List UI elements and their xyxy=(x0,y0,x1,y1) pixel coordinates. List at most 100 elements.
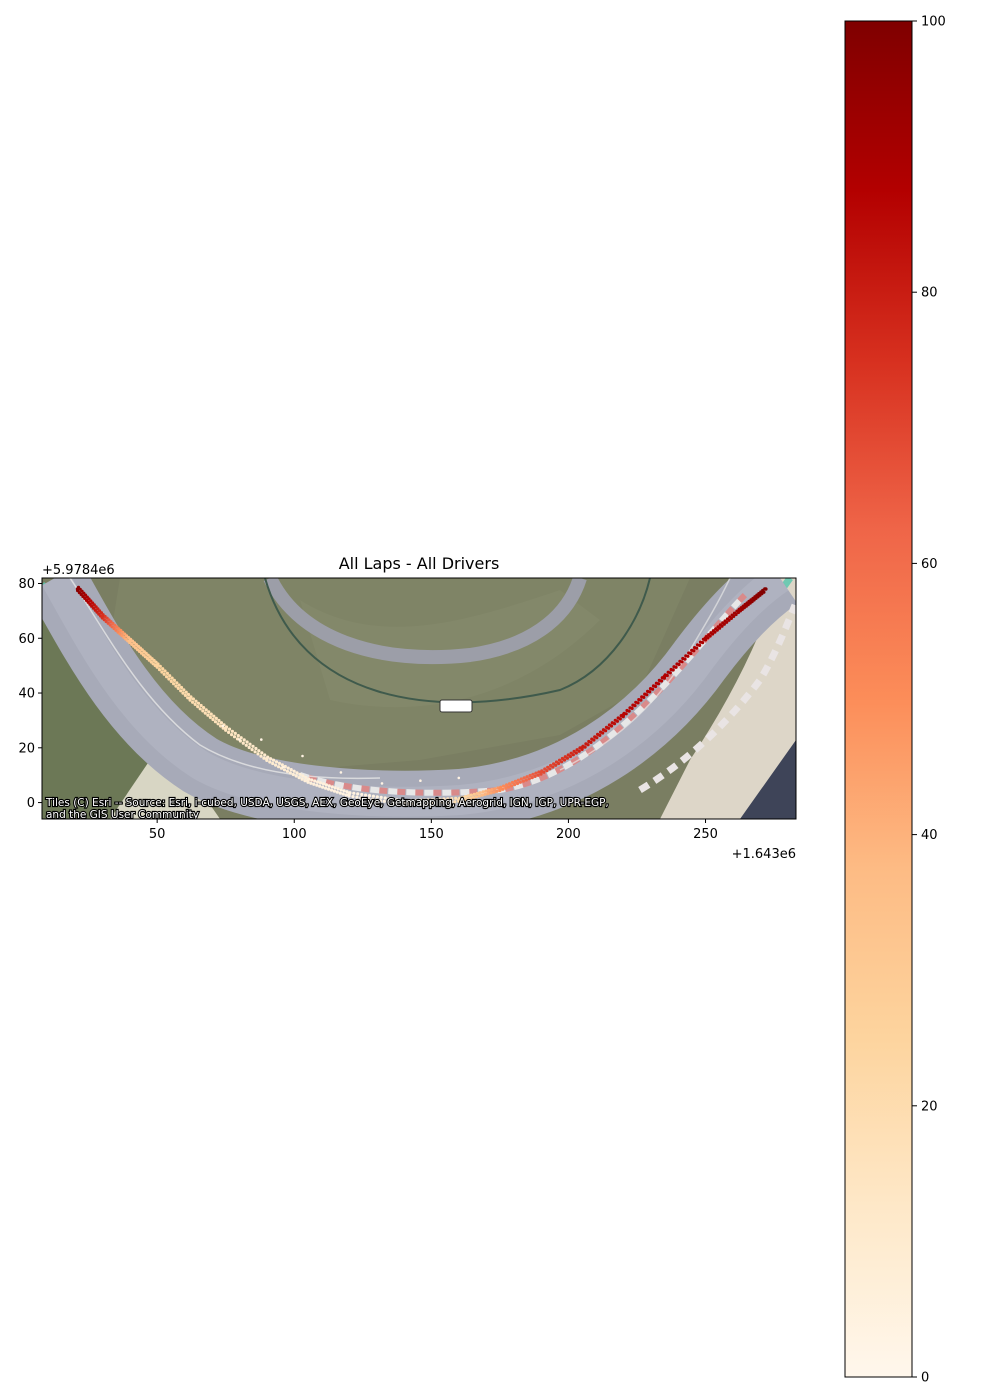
racing-line-point xyxy=(324,786,328,790)
racing-line-point xyxy=(304,775,308,780)
racing-line-point xyxy=(457,798,461,802)
racing-line-point xyxy=(736,609,741,613)
racing-line-point xyxy=(612,722,617,726)
racing-line-point xyxy=(176,686,180,691)
colorbar xyxy=(844,20,913,1378)
racing-line-point xyxy=(677,662,681,667)
inner-point xyxy=(380,782,384,785)
racing-line-point xyxy=(265,757,269,761)
racing-line-point xyxy=(329,788,334,792)
racing-line-point xyxy=(174,684,178,688)
racing-line-point xyxy=(536,773,540,777)
racing-line-point xyxy=(720,624,724,628)
racing-line-point xyxy=(395,798,399,802)
racing-line-point xyxy=(398,802,402,806)
racing-line-point xyxy=(227,727,232,731)
racing-line-point xyxy=(170,676,174,680)
racing-line-point xyxy=(571,753,575,757)
racing-line-point xyxy=(212,714,216,718)
plot-frame xyxy=(41,577,797,820)
racing-line-point xyxy=(662,674,667,679)
racing-line-point xyxy=(762,590,766,594)
racing-line-point xyxy=(181,691,185,695)
racing-line-point xyxy=(442,797,446,801)
racing-line-point xyxy=(624,712,628,716)
racing-line-point xyxy=(554,763,558,767)
racing-line-point xyxy=(169,679,173,684)
racing-line-point xyxy=(203,711,207,715)
racing-line-point xyxy=(391,797,395,801)
racing-line-point xyxy=(414,798,419,802)
racing-line-point xyxy=(487,788,491,793)
racing-line-point xyxy=(332,789,336,793)
racing-line-point xyxy=(466,794,470,798)
racing-line-point xyxy=(445,800,449,804)
inner-point xyxy=(260,738,263,741)
racing-line-point xyxy=(232,735,237,739)
racing-line-point xyxy=(280,763,284,767)
racing-line-point xyxy=(668,671,672,675)
racing-line-point xyxy=(196,705,200,709)
racing-line-point xyxy=(241,741,245,745)
racing-line-point xyxy=(263,753,267,757)
racing-line-point xyxy=(524,778,528,782)
inner-point xyxy=(339,771,343,774)
racing-line-point xyxy=(565,756,570,760)
racing-line-point xyxy=(250,748,254,752)
racing-line-point xyxy=(184,690,188,694)
racing-line-point xyxy=(493,787,497,791)
racing-line-point xyxy=(371,794,375,798)
racing-line-point xyxy=(480,793,484,797)
racing-line-point xyxy=(165,675,169,679)
racing-line-point xyxy=(338,791,342,795)
racing-line-point xyxy=(161,667,165,671)
racing-line-point xyxy=(248,742,252,746)
racing-line-point xyxy=(191,697,195,701)
racing-line-point xyxy=(191,700,195,704)
racing-line-point xyxy=(525,775,529,779)
racing-line-point xyxy=(586,743,590,747)
racing-line-point xyxy=(521,779,526,783)
racing-line-point xyxy=(713,630,717,634)
racing-line-point xyxy=(732,614,736,619)
racing-line-point xyxy=(158,664,162,668)
racing-line-point xyxy=(438,797,442,801)
racing-line-point xyxy=(382,799,386,803)
racing-line-point xyxy=(172,678,176,683)
racing-line-point xyxy=(425,801,429,805)
racing-line-point xyxy=(201,709,205,713)
colorbar-tick-label: 40 xyxy=(921,828,938,843)
racing-line-point xyxy=(236,734,240,738)
racing-line-point xyxy=(285,769,289,773)
racing-line-point xyxy=(157,668,162,672)
racing-line-point xyxy=(471,796,475,800)
colorbar-tick-label: 100 xyxy=(921,15,946,30)
racing-line-point xyxy=(406,802,410,806)
racing-line-point xyxy=(274,760,279,764)
racing-line-point xyxy=(580,746,584,750)
racing-line-point xyxy=(651,687,655,691)
basemap-attribution-line-2: and the GIS User Community xyxy=(46,809,199,821)
racing-line-point xyxy=(548,767,552,771)
racing-line-point xyxy=(394,801,398,805)
racing-line-point xyxy=(463,795,468,799)
racing-line-point xyxy=(557,761,561,766)
racing-line-point xyxy=(551,765,555,769)
racing-line-point xyxy=(271,758,276,762)
racing-line-point xyxy=(598,733,602,738)
racing-line-point xyxy=(441,800,445,804)
y-tick-label: 80 xyxy=(18,577,35,592)
racing-line-point xyxy=(510,784,514,788)
racing-line-point xyxy=(330,785,334,789)
racing-line-point xyxy=(542,770,546,774)
racing-line-point xyxy=(481,790,485,794)
racing-line-point xyxy=(507,785,511,789)
racing-line-point xyxy=(251,744,255,748)
racing-line-point xyxy=(306,778,310,783)
racing-line-point xyxy=(592,738,596,742)
racing-line-point xyxy=(342,789,346,793)
racing-line-point xyxy=(245,740,249,744)
racing-line-point xyxy=(627,709,631,713)
racing-line-point xyxy=(505,783,509,787)
